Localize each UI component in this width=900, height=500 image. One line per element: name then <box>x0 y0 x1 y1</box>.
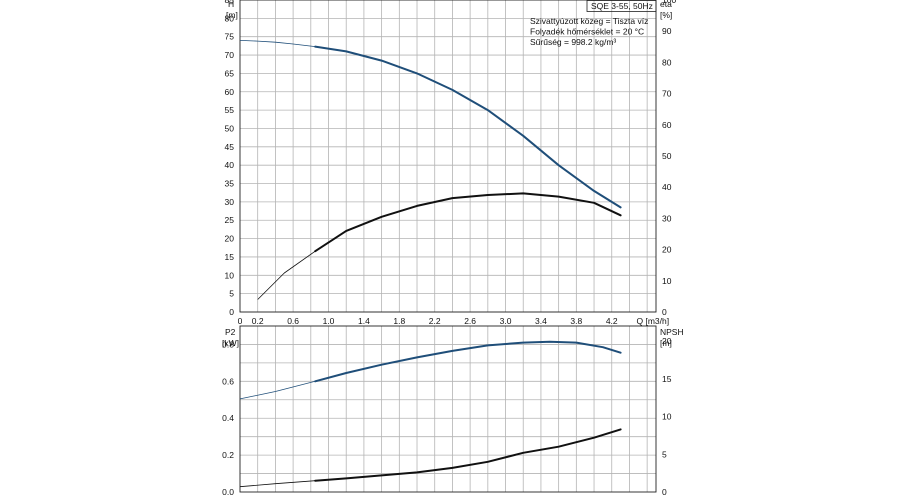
x-tick-label: 1.8 <box>393 316 405 326</box>
top-y-left-tick: 75 <box>225 32 235 42</box>
x-tick-label: 3.0 <box>500 316 512 326</box>
x-tick-label: 0.2 <box>252 316 264 326</box>
top-y-left-tick: 55 <box>225 105 235 115</box>
bottom-y-right-tick: 15 <box>662 374 672 384</box>
top-y-left-tick: 50 <box>225 123 235 133</box>
bottom-y-right-name: NPSH <box>660 327 684 337</box>
top-series-0-line <box>314 45 622 209</box>
model-title: SQE 3-55, 50Hz <box>591 1 653 11</box>
bottom-y-right-tick: 10 <box>662 412 672 422</box>
bottom-y-left-tick: 0.2 <box>222 450 234 460</box>
top-y-left-tick: 60 <box>225 87 235 97</box>
top-y-right-tick: 100 <box>662 0 676 5</box>
fluid-info-line: Sűrűség = 998.2 kg/m³ <box>530 37 616 47</box>
bottom-grid <box>239 325 657 493</box>
bot-series-0-line <box>314 340 622 383</box>
bottom-y-left-tick: 0.0 <box>222 487 234 497</box>
top-y-right-tick: 80 <box>662 57 672 67</box>
bottom-y-right-unit: [m] <box>660 338 672 348</box>
top-y-left-tick: 45 <box>225 142 235 152</box>
x-tick-label: 2.6 <box>464 316 476 326</box>
bot-series-1-thin <box>239 480 316 488</box>
bot-series-0-thin <box>239 380 316 400</box>
bottom-y-left-unit: [kW] <box>222 338 239 348</box>
x-axis-label: Q [m3/h] <box>637 316 670 326</box>
top-y-left-tick: 35 <box>225 179 235 189</box>
text-layer: 0510152025303540455055606570758085010203… <box>222 0 684 497</box>
x-tick-label: 1.4 <box>358 316 370 326</box>
bot-series-1-line <box>314 428 622 482</box>
top-y-left-unit: [m] <box>226 10 238 20</box>
bottom-y-right-tick: 20 <box>662 336 672 346</box>
top-y-right-tick: 90 <box>662 26 672 36</box>
bottom-y-right-tick: 5 <box>662 449 667 459</box>
top-y-right-name: eta <box>660 0 672 9</box>
top-y-right-tick: 40 <box>662 182 672 192</box>
fluid-info-line: Szivattyúzott közeg = Tiszta víz <box>530 16 648 26</box>
top-series-0-thin <box>239 40 316 47</box>
top-y-left-tick: 30 <box>225 197 235 207</box>
top-y-left-name: H <box>228 0 234 9</box>
x-tick-label: 3.4 <box>535 316 547 326</box>
top-y-left-tick: 80 <box>225 13 235 23</box>
top-y-right-tick: 10 <box>662 276 672 286</box>
top-y-right-tick: 60 <box>662 120 672 130</box>
x-tick-label: 2.2 <box>429 316 441 326</box>
top-plot-frame <box>239 0 657 313</box>
model-title-box <box>586 0 657 12</box>
bottom-y-left-name: P2 <box>225 327 236 337</box>
top-y-left-tick: 0 <box>229 307 234 317</box>
fluid-info-line: Folyadék hőmérséklet = 20 °C <box>530 27 644 37</box>
top-y-left-tick: 5 <box>229 289 234 299</box>
top-y-left-tick: 85 <box>225 0 235 5</box>
top-y-right-tick: 70 <box>662 89 672 99</box>
top-series-1-thin <box>257 250 316 300</box>
x-tick-label: 0 <box>238 316 243 326</box>
x-tick-label: 3.8 <box>570 316 582 326</box>
top-y-right-unit: [%] <box>660 10 672 20</box>
bottom-y-left-tick: 0.8 <box>222 339 234 349</box>
bottom-plot-frame <box>239 325 657 493</box>
top-y-left-tick: 15 <box>225 252 235 262</box>
top-y-right-tick: 30 <box>662 213 672 223</box>
x-tick-label: 4.2 <box>606 316 618 326</box>
top-y-left-tick: 25 <box>225 215 235 225</box>
top-y-left-tick: 70 <box>225 50 235 60</box>
x-tick-label: 1.0 <box>323 316 335 326</box>
top-y-right-tick: 20 <box>662 245 672 255</box>
top-y-right-tick: 50 <box>662 151 672 161</box>
top-series-1-line <box>314 192 622 253</box>
top-y-left-tick: 10 <box>225 270 235 280</box>
top-y-left-tick: 20 <box>225 234 235 244</box>
top-y-right-tick: 0 <box>662 307 667 317</box>
bottom-y-left-tick: 0.6 <box>222 376 234 386</box>
series-layer <box>239 40 622 488</box>
top-y-left-tick: 40 <box>225 160 235 170</box>
top-y-left-tick: 65 <box>225 68 235 78</box>
x-tick-label: 0.6 <box>287 316 299 326</box>
bottom-y-left-tick: 0.4 <box>222 413 234 423</box>
bottom-y-right-tick: 0 <box>662 487 667 497</box>
